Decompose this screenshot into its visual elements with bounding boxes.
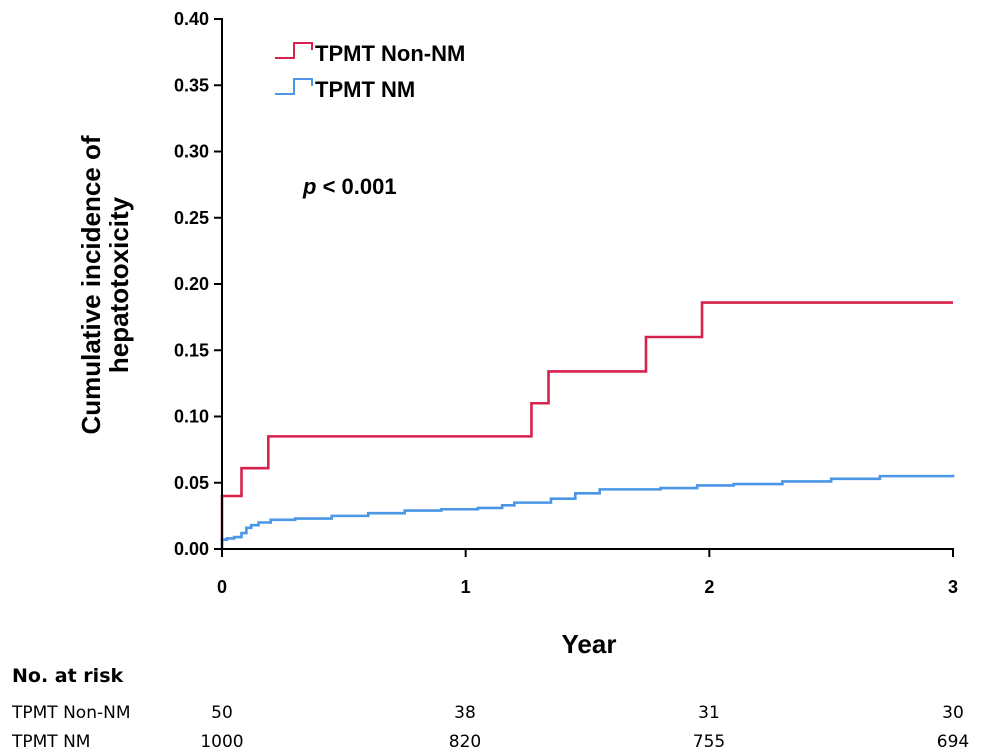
legend-label: TPMT NM	[315, 77, 415, 102]
x-tick-label: 0	[217, 577, 227, 597]
series-line-tpmt-non-nm	[220, 301, 953, 549]
y-tick-label: 0.40	[174, 9, 209, 29]
y-axis-title-line-1: Cumulative incidence of	[76, 135, 106, 434]
y-tick-label: 0.35	[174, 75, 209, 95]
risk-count: 50	[211, 703, 233, 723]
axes: 0.00 0.05 0.10 0.15 0.20 0.25 0.30 0.35 0.40 0 1 2 3	[174, 9, 958, 597]
y-tick-label: 0.25	[174, 208, 209, 228]
y-tick-label: 0.10	[174, 407, 209, 427]
legend-swatch	[275, 42, 313, 59]
risk-count: 755	[693, 732, 725, 752]
p-value-text: < 0.001	[316, 174, 396, 199]
risk-row-label: TPMT NM	[11, 732, 90, 752]
y-tick-label: 0.30	[174, 142, 209, 162]
y-tick-label: 0.15	[174, 340, 209, 360]
risk-count: 30	[942, 703, 964, 723]
y-tick-label: 0.00	[174, 539, 209, 559]
risk-count: 38	[454, 703, 476, 723]
x-tick-label: 1	[461, 577, 471, 597]
y-tick-label: 0.20	[174, 274, 209, 294]
x-axis-title: Year	[562, 629, 617, 659]
risk-table-header: No. at risk	[12, 665, 123, 687]
series-line-tpmt-nm	[220, 474, 955, 549]
x-tick-label: 2	[704, 577, 714, 597]
x-tick-label: 3	[948, 577, 958, 597]
legend-label: TPMT Non-NM	[315, 41, 465, 66]
y-tick-label: 0.05	[174, 473, 209, 493]
risk-count: 1000	[200, 732, 243, 752]
legend: TPMT Non-NM TPMT NM	[275, 41, 465, 102]
plot-lines	[220, 301, 955, 549]
risk-count: 820	[449, 732, 481, 752]
legend-swatch	[275, 78, 313, 95]
risk-table: No. at risk TPMT Non-NM 50 38 31 30 TPMT NM 10…	[11, 665, 969, 752]
p-value-annotation: p < 0.001	[302, 174, 397, 199]
risk-count: 694	[937, 732, 969, 752]
risk-row-label: TPMT Non-NM	[11, 703, 131, 723]
y-axis-title-line-2: hepatotoxicity	[104, 196, 134, 373]
risk-count: 31	[698, 703, 720, 723]
p-value-italic: p	[302, 174, 316, 199]
